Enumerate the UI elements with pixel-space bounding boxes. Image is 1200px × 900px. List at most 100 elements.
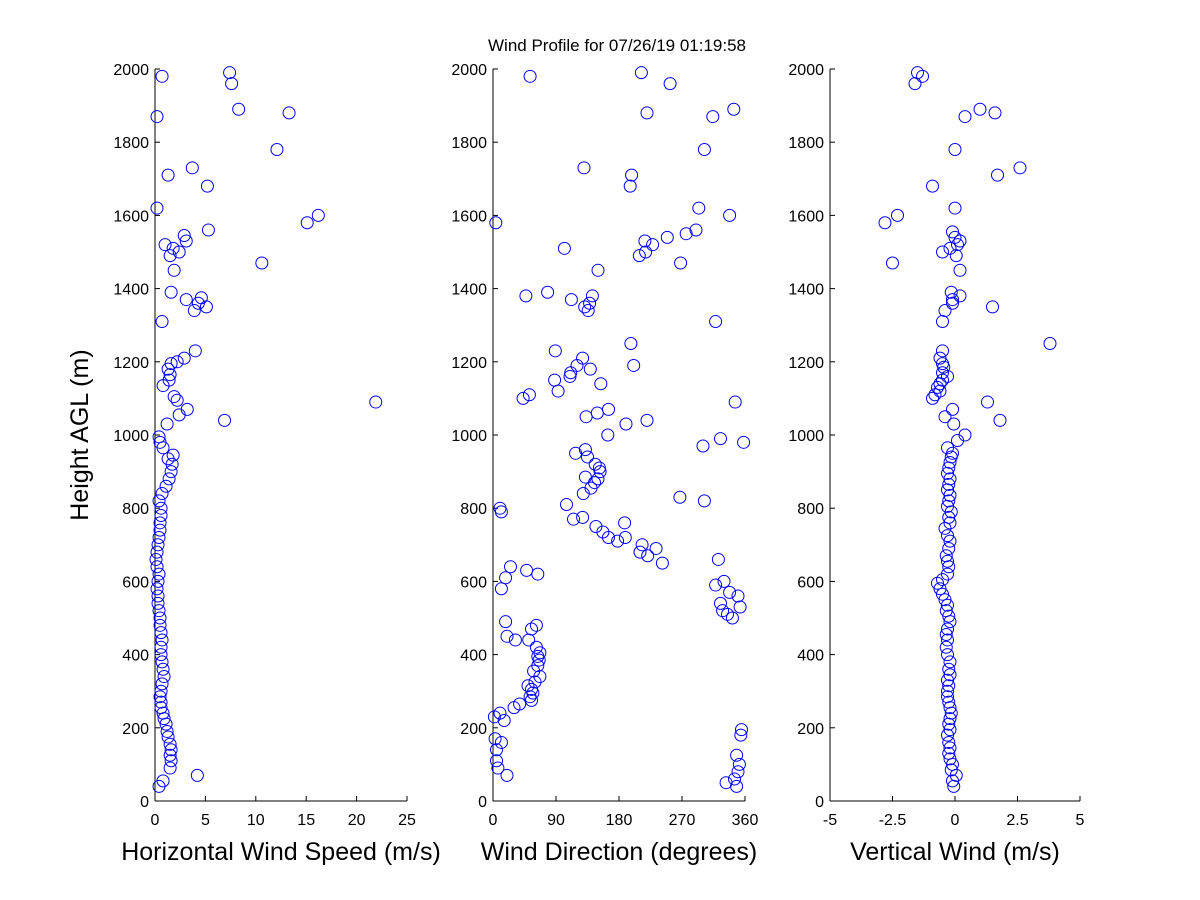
data-point — [531, 659, 545, 673]
data-point — [618, 516, 632, 530]
data-point — [706, 110, 720, 124]
data-point — [155, 315, 169, 329]
data-point — [663, 77, 677, 91]
data-point — [986, 300, 999, 314]
data-point — [150, 110, 164, 124]
data-point — [948, 143, 962, 157]
data-point — [270, 143, 284, 157]
data-point — [494, 735, 508, 749]
data-point — [523, 69, 537, 83]
x-tick-label: -5 — [823, 812, 837, 829]
data-point — [731, 765, 745, 779]
data-point — [891, 208, 904, 222]
data-point — [170, 393, 184, 407]
data-point — [943, 241, 957, 255]
data-point — [163, 737, 177, 751]
data-point — [947, 417, 961, 431]
data-point — [163, 249, 177, 263]
data-point — [641, 549, 655, 563]
data-point — [163, 368, 177, 382]
data-point — [941, 633, 954, 647]
data-point — [180, 402, 194, 416]
data-point — [696, 439, 710, 453]
data-point — [709, 315, 723, 329]
tick-group: 0 90 180 270 360 0 200 400 600 800 1000 1200 1400 160… — [451, 62, 758, 829]
data-point — [634, 66, 648, 80]
data-point — [991, 168, 1004, 182]
data-point — [611, 534, 625, 548]
data-point — [941, 598, 954, 612]
data-point — [516, 391, 530, 405]
data-point — [944, 285, 958, 299]
data-point — [732, 757, 746, 771]
data-point — [154, 640, 168, 654]
tick-group: 0 5 10 15 20 25 0 200 400 600 800 1000 1200 1400 1600 1… — [113, 62, 416, 829]
data-point — [944, 763, 958, 777]
data-point — [151, 589, 165, 603]
data-point — [162, 373, 176, 387]
data-point — [942, 662, 956, 676]
data-point — [731, 589, 745, 603]
y-tick-label: 600 — [122, 574, 149, 591]
data-point — [500, 629, 514, 643]
data-point — [156, 706, 170, 720]
data-point — [941, 529, 954, 543]
data-point — [734, 728, 748, 742]
y-tick-label: 2000 — [451, 62, 487, 79]
data-point — [592, 461, 606, 475]
data-point — [187, 304, 201, 318]
data-point — [674, 256, 688, 270]
data-point — [714, 432, 727, 446]
data-point — [939, 549, 953, 563]
data-point — [958, 428, 972, 442]
data-point — [948, 201, 962, 215]
y-tick-label: 1600 — [788, 208, 824, 225]
x-tick-label: 10 — [247, 812, 265, 829]
y-tick-label: 200 — [797, 721, 824, 738]
data-point — [522, 633, 536, 647]
data-point — [153, 690, 167, 704]
data-point — [160, 724, 174, 738]
data-point — [156, 662, 170, 676]
data-point — [179, 293, 193, 307]
data-point — [581, 304, 595, 318]
data-point — [150, 560, 164, 574]
data-point — [560, 498, 573, 512]
data-point — [490, 743, 503, 757]
data-point — [973, 102, 987, 116]
x-tick-label: 360 — [732, 812, 759, 829]
y-tick-label: 2000 — [788, 62, 824, 79]
x-tick-label: 0 — [951, 812, 960, 829]
data-point — [943, 741, 957, 755]
data-point — [926, 179, 939, 193]
data-point — [941, 554, 954, 568]
data-point — [155, 633, 169, 647]
data-point — [878, 216, 892, 230]
data-point — [548, 373, 562, 387]
data-point — [939, 640, 953, 654]
data-point — [981, 395, 994, 409]
data-point — [529, 640, 543, 654]
y-tick-label: 400 — [122, 648, 149, 665]
data-point — [531, 649, 545, 663]
data-point — [632, 249, 646, 263]
data-point — [581, 450, 594, 464]
data-point — [949, 249, 963, 263]
data-point — [591, 472, 605, 486]
data-point — [946, 402, 959, 416]
data-point — [154, 648, 168, 662]
data-point — [931, 380, 944, 394]
y-tick-label: 1400 — [788, 282, 824, 299]
x-tick-label: 270 — [669, 812, 696, 829]
data-point — [679, 227, 693, 241]
data-point — [163, 748, 177, 762]
data-point — [988, 106, 1002, 120]
y-tick-label: 1400 — [113, 282, 149, 299]
data-point — [958, 110, 972, 124]
data-point — [655, 556, 669, 570]
y-tick-label: 1600 — [113, 208, 149, 225]
data-point — [946, 296, 959, 310]
data-point — [164, 743, 178, 757]
data-point — [153, 435, 167, 449]
x-tick-label: 15 — [297, 812, 315, 829]
